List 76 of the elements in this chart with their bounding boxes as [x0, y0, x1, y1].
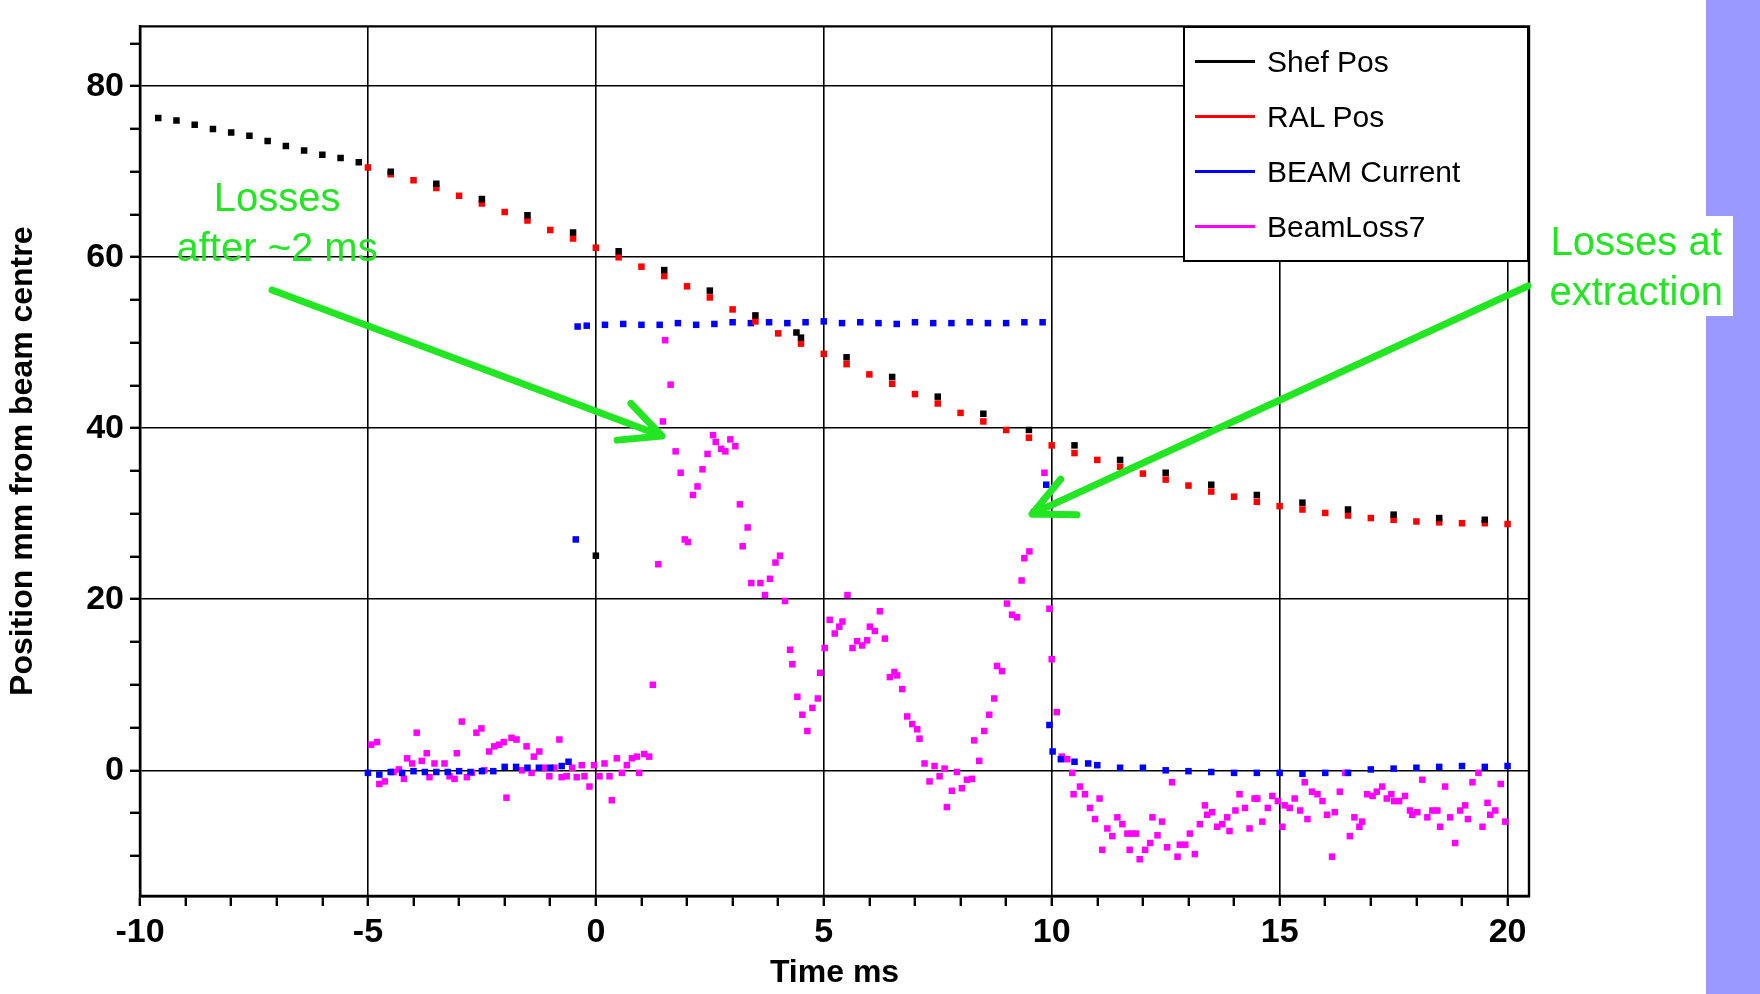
point: [300, 147, 308, 154]
point: [866, 371, 873, 378]
point: [569, 229, 577, 236]
point: [1094, 456, 1101, 464]
point: [455, 192, 463, 199]
point: [752, 318, 759, 325]
point: [615, 254, 622, 261]
point: [410, 177, 417, 184]
point: [843, 354, 850, 361]
point: [227, 129, 235, 136]
y-tick-label: 40: [86, 406, 124, 445]
point: [319, 151, 326, 158]
point: [246, 132, 253, 140]
point: [1025, 434, 1033, 441]
point: [1048, 442, 1055, 449]
point: [355, 159, 363, 166]
x-tick-label: 15: [1260, 910, 1299, 949]
point: [337, 154, 344, 162]
point: [706, 294, 714, 301]
x-tick-label: -5: [352, 910, 384, 949]
point: [592, 552, 600, 559]
legend-label: Shef Pos: [1267, 44, 1389, 79]
y-tick-label: 60: [86, 235, 124, 274]
x-tick-label: 20: [1488, 910, 1527, 949]
point: [980, 418, 987, 425]
point: [524, 212, 531, 219]
point: [1390, 511, 1397, 518]
point: [1162, 476, 1169, 483]
point: [934, 400, 942, 407]
point: [683, 283, 691, 290]
text: Losses at extraction: [1539, 216, 1733, 316]
point: [957, 409, 964, 417]
point: [433, 180, 440, 187]
point: [1276, 502, 1283, 510]
legend-label: BeamLoss7: [1267, 209, 1426, 244]
x-tick-label: 10: [1032, 910, 1071, 949]
point: [547, 226, 554, 234]
x-tick-label: 0: [586, 910, 606, 949]
point: [1208, 488, 1215, 495]
y-tick-label: 80: [86, 64, 124, 103]
x-tick-label: -10: [115, 910, 165, 949]
point: [1139, 470, 1147, 477]
point: [1299, 499, 1306, 506]
point: [1504, 520, 1511, 528]
point: [980, 410, 987, 417]
y-tick-label: 20: [86, 577, 124, 616]
point: [843, 360, 850, 368]
point: [1071, 442, 1078, 449]
legend-label: BEAM Current: [1267, 154, 1461, 189]
point: [706, 287, 714, 294]
x-tick-label: 5: [814, 910, 834, 949]
point: [364, 164, 372, 171]
point: [797, 334, 805, 341]
point: [615, 248, 622, 255]
point: [1071, 449, 1078, 457]
point: [934, 393, 942, 400]
point: [638, 263, 645, 270]
point: [1413, 518, 1420, 525]
point: [793, 329, 800, 336]
point: [191, 121, 198, 128]
point: [752, 312, 759, 319]
point: [1185, 482, 1192, 489]
point: [501, 208, 508, 216]
point: [1230, 493, 1238, 500]
point: [774, 330, 782, 337]
y-tick-label: 0: [105, 748, 124, 787]
x-axis-title: Time ms: [769, 952, 900, 989]
point: [1162, 469, 1169, 476]
point: [729, 306, 736, 313]
point: [1344, 506, 1352, 513]
point: [173, 117, 180, 124]
y-axis-title: Position mm from beam centre: [3, 226, 40, 696]
point: [264, 137, 271, 145]
point: [1208, 481, 1215, 488]
point: [1299, 506, 1306, 513]
legend-label: RAL Pos: [1267, 99, 1385, 134]
